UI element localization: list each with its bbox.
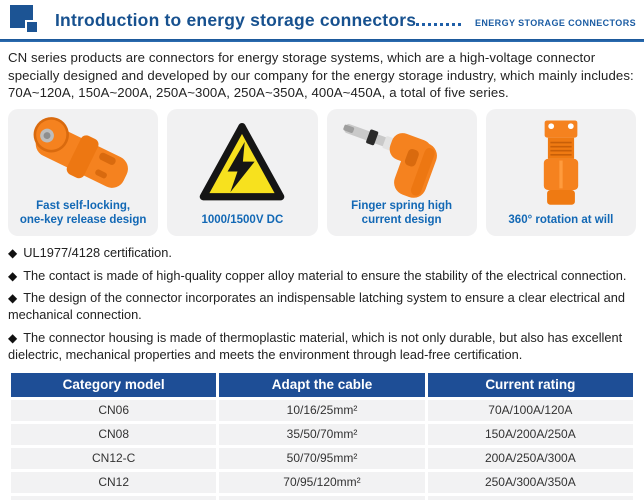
feature-caption: Finger spring high current design — [351, 199, 453, 227]
dotted-leader — [416, 23, 461, 26]
bullet-item: ◆ The connector housing is made of thermo… — [8, 330, 636, 364]
feature-caption: 360° rotation at will — [508, 214, 614, 227]
column-header: Category model — [11, 372, 217, 397]
feature-card-finger-spring: Finger spring high current design — [326, 108, 477, 236]
page-header: Introduction to energy storage connector… — [0, 0, 644, 36]
category-model-cell: CN12 — [11, 471, 217, 493]
feature-bullet-list: ◆ UL1977/4128 certification. ◆ The contact… — [0, 236, 644, 364]
table-row: CN06 10/16/25mm² 70A/100A/120A — [11, 399, 633, 421]
diamond-bullet-icon: ◆ — [8, 245, 18, 260]
bullet-text: UL1977/4128 certification. — [23, 244, 172, 260]
column-header: Current rating — [427, 372, 633, 397]
table-row: CN12 70/95/120mm² 250A/300A/350A — [11, 471, 633, 493]
overlapping-squares-icon — [8, 4, 46, 38]
cable-cell: 150/185mm² — [219, 495, 425, 500]
feature-caption: Fast self-locking, one-key release desig… — [19, 199, 147, 227]
category-model-cell: CN14 — [11, 495, 217, 500]
bullet-item: ◆ UL1977/4128 certification. — [8, 245, 636, 262]
category-model-cell: CN08 — [11, 423, 217, 445]
current-rating-cell: 150A/200A/250A — [427, 423, 633, 445]
feature-card-voltage: 1000/1500V DC — [167, 108, 318, 236]
header-divider — [0, 39, 644, 42]
bullet-text: The design of the connector incorporates… — [8, 290, 626, 323]
cable-cell: 50/70/95mm² — [219, 447, 425, 469]
feature-caption: 1000/1500V DC — [201, 214, 284, 227]
table-row: CN12-C 50/70/95mm² 200A/250A/300A — [11, 447, 633, 469]
column-header: Adapt the cable — [219, 372, 425, 397]
cable-cell: 10/16/25mm² — [219, 399, 425, 421]
table-row: CN08 35/50/70mm² 150A/200A/250A — [11, 423, 633, 445]
bullet-item: ◆ The contact is made of high-quality cop… — [8, 268, 636, 285]
page-title: Introduction to energy storage connector… — [55, 10, 417, 30]
diamond-bullet-icon: ◆ — [8, 291, 18, 306]
bullet-item: ◆ The design of the connector incorporate… — [8, 290, 636, 324]
diamond-bullet-icon: ◆ — [8, 268, 18, 283]
right-angle-pin-connector-icon — [327, 109, 477, 199]
table-row: CN14 150/185mm² 400A/450A — [11, 495, 633, 500]
header-tagline: ENERGY STORAGE CONNECTORS — [474, 17, 636, 28]
high-voltage-warning-icon — [167, 109, 317, 214]
straight-connector-icon — [486, 109, 636, 214]
angled-connector-icon — [8, 109, 158, 199]
bullet-text: The contact is made of high-quality copp… — [23, 267, 627, 283]
feature-card-self-locking: Fast self-locking, one-key release desig… — [8, 108, 159, 236]
intro-paragraph: CN series products are connectors for en… — [8, 50, 634, 101]
current-rating-cell: 200A/250A/300A — [427, 447, 633, 469]
diamond-bullet-icon: ◆ — [8, 331, 18, 346]
cable-cell: 70/95/120mm² — [219, 471, 425, 493]
current-rating-cell: 250A/300A/350A — [427, 471, 633, 493]
cable-cell: 35/50/70mm² — [219, 423, 425, 445]
current-rating-cell: 400A/450A — [427, 495, 633, 500]
current-rating-cell: 70A/100A/120A — [427, 399, 633, 421]
category-model-cell: CN06 — [11, 399, 217, 421]
category-model-cell: CN12-C — [11, 447, 217, 469]
spec-table-header-row: Category model Adapt the cable Current r… — [11, 372, 633, 397]
bullet-text: The connector housing is made of thermop… — [8, 330, 623, 363]
feature-card-rotation: 360° rotation at will — [485, 108, 636, 236]
spec-table: Category model Adapt the cable Current r… — [8, 370, 636, 500]
feature-cards: Fast self-locking, one-key release desig… — [0, 102, 644, 236]
